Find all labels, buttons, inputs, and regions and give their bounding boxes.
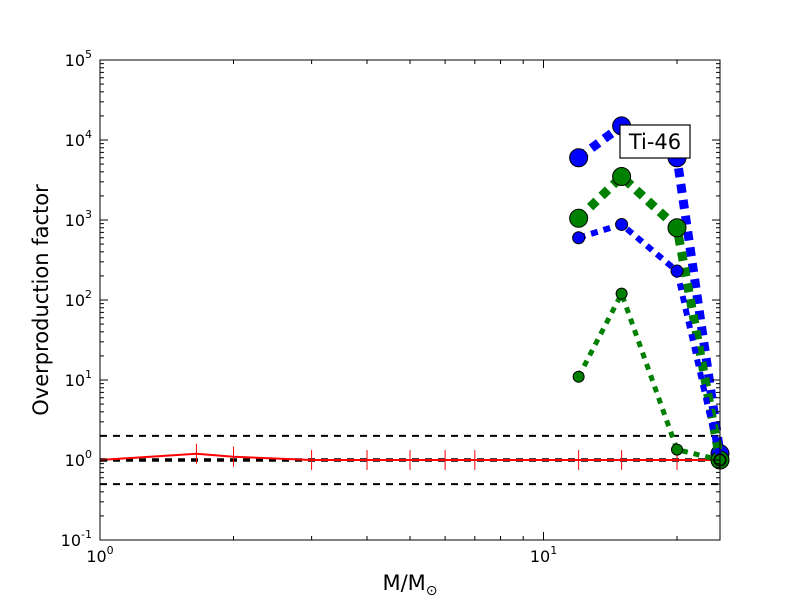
series-line — [99, 452, 720, 461]
x-axis-label-main: M/M — [382, 571, 425, 595]
series-line — [575, 170, 725, 461]
series-point — [615, 287, 628, 300]
series-point — [572, 231, 586, 245]
series-point — [667, 218, 687, 238]
series-point — [671, 443, 684, 456]
x-axis-label: M/M⊙ — [382, 571, 437, 599]
y-tick-label: 103 — [65, 208, 92, 230]
annotation-label: Ti-46 — [628, 130, 681, 154]
annotation-frame — [619, 124, 691, 159]
series-line — [576, 287, 721, 463]
series-point — [569, 148, 589, 168]
series-point — [670, 264, 684, 278]
y-axis-label: Overproduction factor — [29, 184, 53, 416]
x-tick-label: 101 — [530, 544, 557, 566]
series-point — [615, 217, 629, 231]
annotation-box: Ti-46 — [619, 124, 691, 159]
y-tick-label: 102 — [65, 288, 92, 310]
series-point — [612, 166, 632, 186]
series-point — [572, 370, 585, 383]
x-axis-label-sub: ⊙ — [426, 583, 438, 599]
series-point — [569, 208, 589, 228]
y-tick-label: 105 — [65, 48, 92, 70]
y-tick-label: 100 — [65, 448, 92, 470]
series-line — [577, 221, 723, 461]
y-tick-label: 101 — [65, 368, 92, 390]
x-tick-label: 100 — [86, 544, 113, 566]
y-tick-label: 10-1 — [61, 528, 92, 550]
y-tick-label: 104 — [65, 128, 92, 150]
